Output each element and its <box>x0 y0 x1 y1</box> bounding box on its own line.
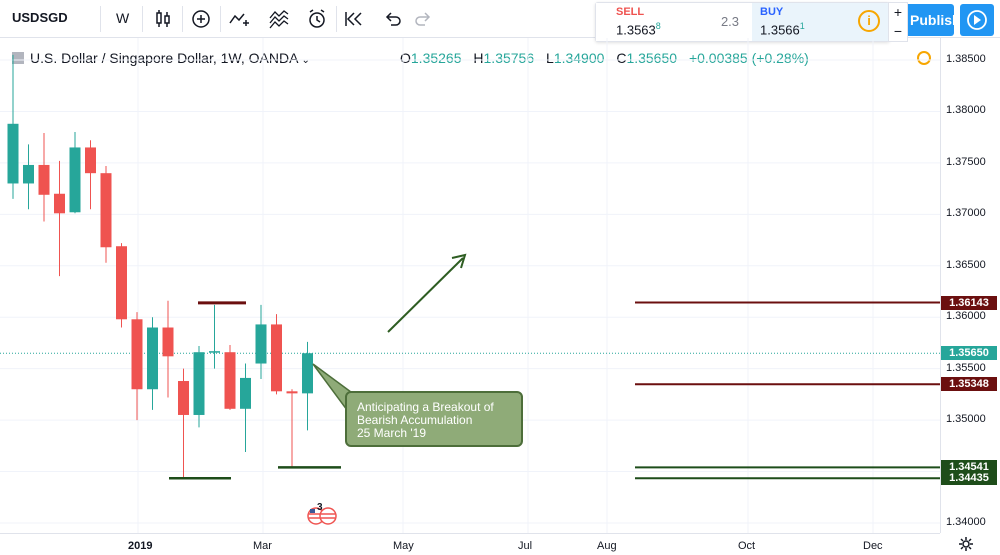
breakout-arrow <box>387 257 464 333</box>
price-axis[interactable] <box>940 38 1000 533</box>
current-price-label: 1.35650 <box>941 346 997 361</box>
candles-style-icon[interactable] <box>152 8 174 30</box>
candle-body <box>23 164 34 184</box>
spread-value: 2.3 <box>720 14 740 29</box>
sell-price: 1.35638 <box>616 21 661 37</box>
low-value: 1.34900 <box>553 50 605 66</box>
price-tick-label: 1.37500 <box>946 155 986 168</box>
open-key: O <box>400 50 411 66</box>
undo-icon[interactable] <box>382 8 404 30</box>
toolbar-divider <box>182 6 183 32</box>
symbol-search-button[interactable]: USDSGD <box>12 10 68 25</box>
alert-indicator-icon[interactable] <box>917 51 931 65</box>
candle-body <box>69 147 81 213</box>
buy-price-main: 1.3566 <box>760 22 800 38</box>
trade-panel: SELL 1.35638 2.3 BUY 1.35661 i <box>595 2 890 42</box>
collapse-legend-icon[interactable] <box>12 52 24 64</box>
candle-body <box>7 123 19 184</box>
price-tick-label: 1.36500 <box>946 258 986 271</box>
candle-body <box>224 352 236 409</box>
price-tick-label: 1.35500 <box>946 361 986 374</box>
info-icon[interactable]: i <box>858 10 880 32</box>
sell-label: SELL <box>616 6 645 18</box>
time-tick-label: Aug <box>597 540 617 552</box>
candle-body <box>286 391 298 394</box>
price-tick-label: 1.38500 <box>946 53 986 65</box>
replay-icon[interactable] <box>344 8 366 30</box>
time-tick-label: May <box>393 540 414 552</box>
candle-body <box>131 319 143 390</box>
high-value: 1.35756 <box>483 50 535 66</box>
resistance-price-label: 1.35348 <box>941 377 997 392</box>
economic-events-icon[interactable] <box>302 502 342 526</box>
price-tick-label: 1.38000 <box>946 104 986 117</box>
open-value: 1.35265 <box>410 50 462 66</box>
annotation-line-1: Anticipating a Breakout of <box>357 400 494 414</box>
candle-body <box>302 353 313 394</box>
time-tick-label: Dec <box>863 540 883 552</box>
interval-button[interactable]: W <box>116 10 130 26</box>
redo-icon[interactable] <box>412 8 434 30</box>
zoom-in-button[interactable]: + <box>893 4 903 20</box>
candle-body <box>193 352 205 415</box>
annotation-line-2: Bearish Accumulation <box>357 413 473 427</box>
price-tick-label: 1.37000 <box>946 207 986 220</box>
toolbar-divider <box>100 6 101 32</box>
play-icon <box>967 10 987 30</box>
events-count: 3 <box>317 502 323 513</box>
time-tick-label: 2019 <box>128 540 153 552</box>
toolbar-divider <box>142 6 143 32</box>
buy-label: BUY <box>760 6 784 18</box>
candle-body <box>100 173 112 248</box>
legend-title[interactable]: U.S. Dollar / Singapore Dollar, 1W, OAND… <box>30 50 299 66</box>
toolbar-divider <box>220 6 221 32</box>
settings-gear-icon[interactable] <box>958 536 974 552</box>
high-key: H <box>473 50 484 66</box>
time-tick-label: Oct <box>738 540 756 552</box>
price-tick-label: 1.36000 <box>946 310 986 323</box>
annotation-callout[interactable]: Anticipating a Breakout of Bearish Accum… <box>345 391 523 447</box>
breakout-arrow-head <box>451 253 467 269</box>
buy-price-pip: 1 <box>799 21 805 31</box>
publish-button[interactable]: Publish <box>908 4 954 36</box>
low-key: L <box>546 50 554 66</box>
sell-price-main: 1.3563 <box>616 22 656 38</box>
candle-body <box>54 193 65 214</box>
change-value: +0.00385 (+0.28%) <box>688 50 809 66</box>
time-tick-label: Mar <box>253 540 272 552</box>
compare-add-icon[interactable] <box>190 8 212 30</box>
annotation-line-3: 25 March '19 <box>357 426 426 440</box>
price-chart[interactable] <box>0 38 940 533</box>
candle-body <box>209 351 220 353</box>
candle-body <box>178 381 189 415</box>
time-axis[interactable] <box>0 533 940 555</box>
candle-body <box>240 377 251 409</box>
candle-body <box>116 246 127 320</box>
toolbar-divider <box>336 6 337 32</box>
candle-body <box>271 324 282 392</box>
indicators-icon[interactable] <box>228 8 250 30</box>
sell-button[interactable]: SELL 1.35638 <box>596 3 708 41</box>
support-price-label: 1.34541 <box>941 460 997 475</box>
sell-price-pip: 8 <box>655 21 661 31</box>
resistance-price-label: 1.36143 <box>941 295 997 310</box>
alert-clock-icon[interactable] <box>306 8 328 30</box>
buy-price: 1.35661 <box>760 21 805 37</box>
price-tick-label: 1.34000 <box>946 516 986 528</box>
play-button[interactable] <box>960 4 994 36</box>
close-key: C <box>616 50 627 66</box>
financials-icon[interactable] <box>268 8 290 30</box>
time-tick-label: Jul <box>518 540 533 552</box>
support-price-label: 1.34435 <box>941 471 997 486</box>
ohlc-values: O1.35265 H1.35756 L1.34900 C1.35650 +0.0… <box>400 50 809 66</box>
candle-body <box>147 327 158 390</box>
zoom-out-button[interactable]: − <box>893 23 903 39</box>
price-tick-label: 1.35000 <box>946 413 986 426</box>
candle-body <box>85 147 96 174</box>
candle-body <box>255 324 267 364</box>
zoom-control: + − <box>888 2 908 42</box>
candle-body <box>162 327 174 357</box>
close-value: 1.35650 <box>626 50 678 66</box>
candle-body <box>38 164 50 195</box>
